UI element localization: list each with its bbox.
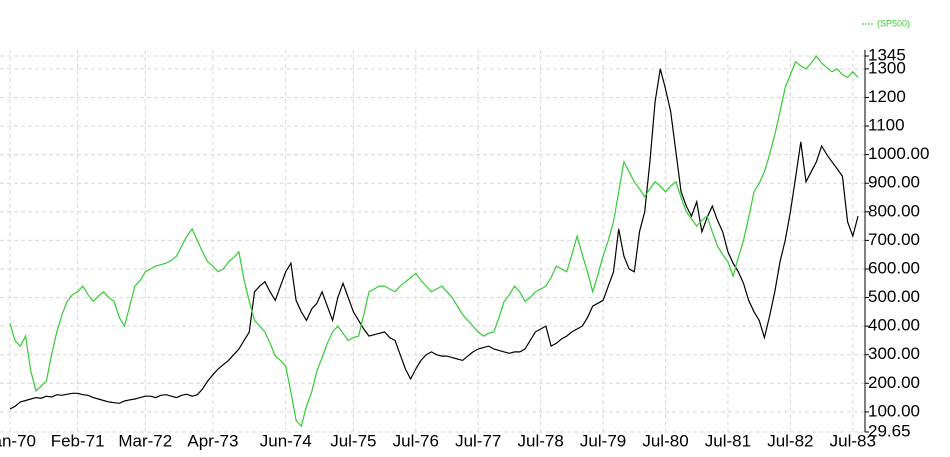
y-tick-label: 29.65 (868, 421, 911, 440)
y-tick-label: 300.00 (868, 344, 920, 363)
x-tick-label: Mar-72 (118, 431, 172, 450)
plot-area (9, 54, 859, 428)
x-tick-label: Apr-73 (187, 431, 238, 450)
x-tick-label: Jul-79 (580, 431, 626, 450)
x-tick-label: Jul-78 (517, 431, 563, 450)
y-tick-label: 1345 (868, 45, 906, 64)
y-tick-label: 700.00 (868, 230, 920, 249)
y-tick-label: 1100 (868, 116, 905, 135)
grid (0, 50, 865, 433)
x-tick-label: Jul-77 (455, 431, 501, 450)
x-tick-label: Jul-80 (642, 431, 688, 450)
y-tick-label: 200.00 (868, 373, 920, 392)
x-tick-label: Jul-81 (705, 431, 751, 450)
x-tick-label: Jun-74 (260, 431, 312, 450)
x-tick-label: Jul-76 (393, 431, 439, 450)
legend: (SP500) (862, 18, 910, 28)
y-tick-label: 600.00 (868, 258, 920, 277)
x-tick-label: Feb-71 (51, 431, 105, 450)
x-tick-label: Jul-83 (830, 431, 876, 450)
y-tick-label: 900.00 (868, 173, 920, 192)
y-tick-label: 1300 (868, 58, 906, 77)
y-tick-label: 1000.00 (868, 144, 929, 163)
y-tick-label: 500.00 (868, 287, 920, 306)
y-tick-label: 800.00 (868, 201, 920, 220)
legend-label: (SP500) (877, 18, 910, 28)
y-tick-label: 400.00 (868, 316, 920, 335)
x-tick-label: Jan-70 (0, 431, 36, 450)
y-tick-label: 1200 (868, 87, 906, 106)
series-line (9, 68, 859, 410)
series-line (9, 54, 859, 428)
x-tick-label: Jul-82 (767, 431, 813, 450)
y-tick-label: 100.00 (868, 401, 920, 420)
x-tick-label: Jul-75 (330, 431, 376, 450)
